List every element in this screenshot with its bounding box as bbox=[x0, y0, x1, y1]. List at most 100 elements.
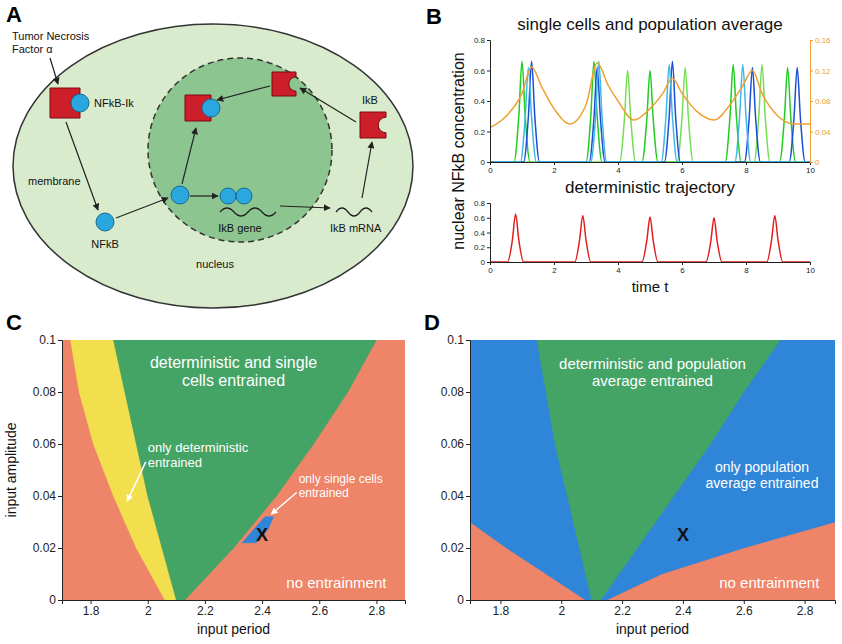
y-axis: 0 0.2 0.4 0.6 0.8 bbox=[474, 199, 491, 267]
axis-line bbox=[491, 163, 811, 166]
tick: 2.8 bbox=[797, 600, 814, 618]
tick: 0.02 bbox=[33, 541, 62, 555]
axis-line bbox=[63, 601, 406, 605]
tick: 0.4 bbox=[474, 229, 490, 238]
tick: 0 bbox=[810, 158, 820, 167]
region-label: no entrainment bbox=[719, 573, 820, 590]
text-line: entrained bbox=[148, 454, 202, 469]
plot-area bbox=[490, 214, 810, 262]
tick: 0.04 bbox=[441, 489, 470, 503]
text-line: only deterministic bbox=[148, 439, 249, 454]
tick-mark bbox=[487, 262, 490, 263]
tick-label: 8 bbox=[744, 166, 749, 175]
plot-area bbox=[62, 340, 405, 600]
tick: 0 bbox=[457, 593, 470, 607]
text-line: deterministic and single bbox=[150, 354, 317, 371]
label: NFkB bbox=[91, 238, 119, 250]
x-axis-title: input period bbox=[616, 621, 689, 637]
panel-a: NFkB-IkTumor NecrosisFactor αNFkBmembran… bbox=[12, 24, 413, 308]
tick-mark bbox=[554, 162, 555, 165]
label-arrow bbox=[127, 462, 146, 501]
tick-mark bbox=[58, 548, 62, 549]
tick-mark bbox=[466, 600, 470, 601]
tick-mark bbox=[58, 496, 62, 497]
nfkb-protein bbox=[202, 99, 220, 117]
region bbox=[62, 340, 405, 600]
tick: 4 bbox=[616, 262, 621, 275]
tick-label: 1.8 bbox=[493, 604, 510, 618]
gene bbox=[220, 208, 276, 216]
tick: 0.1 bbox=[447, 333, 470, 347]
label: IkB mRNA bbox=[330, 222, 382, 234]
panel-chart-3: 1.822.22.42.62.800.020.040.060.080.1inpu… bbox=[441, 333, 836, 637]
tick-label: 2.6 bbox=[736, 604, 753, 618]
tick-label: 0.06 bbox=[441, 437, 465, 451]
tick: 1.8 bbox=[493, 600, 510, 618]
nfkb-protein bbox=[220, 188, 236, 204]
tick-label: 0.4 bbox=[474, 229, 486, 238]
y-axis: 00.020.040.060.080.1 bbox=[33, 333, 63, 607]
tick: 0.4 bbox=[474, 97, 490, 106]
axis-line bbox=[491, 263, 811, 266]
region-label: deterministic and populationaverage entr… bbox=[559, 354, 746, 388]
tick-label: 0.2 bbox=[474, 128, 486, 137]
tick-label: 0.6 bbox=[474, 214, 486, 223]
tick-label: 0.6 bbox=[474, 67, 486, 76]
tick: 8 bbox=[744, 262, 749, 275]
tick-label: 0.08 bbox=[33, 385, 57, 399]
point-marker: X bbox=[256, 525, 268, 545]
cell bbox=[13, 24, 413, 308]
tick-label: 2.8 bbox=[797, 604, 814, 618]
tick: 0.2 bbox=[474, 128, 490, 137]
tick: 2.2 bbox=[614, 600, 631, 618]
series-line bbox=[490, 61, 810, 162]
plot-area bbox=[490, 61, 810, 162]
text-line: deterministic and population bbox=[559, 354, 746, 371]
tick-label: 0.12 bbox=[815, 67, 831, 76]
text-line: average entrained bbox=[592, 371, 713, 388]
tick-mark bbox=[618, 162, 619, 165]
tick-label: 2.2 bbox=[614, 604, 631, 618]
arrow bbox=[300, 88, 356, 122]
tick-mark bbox=[487, 218, 490, 219]
arrow bbox=[50, 58, 58, 84]
tick-mark bbox=[487, 40, 490, 41]
tick-mark bbox=[810, 71, 813, 72]
tick-mark bbox=[682, 262, 683, 265]
region-label: no entrainment bbox=[286, 573, 387, 590]
x-axis: 0246810 bbox=[488, 162, 815, 175]
arrow bbox=[116, 198, 168, 218]
tick-label: 0 bbox=[481, 258, 486, 267]
text-line: Tumor Necrosis bbox=[12, 30, 90, 42]
label: IkB gene bbox=[218, 222, 261, 234]
tick-label: 0.04 bbox=[815, 128, 831, 137]
panel-letter: C bbox=[6, 310, 22, 335]
nfkb-protein bbox=[71, 94, 89, 112]
label: IkB bbox=[362, 94, 378, 106]
tick-label: 2.8 bbox=[369, 604, 386, 618]
tick: 0 bbox=[488, 162, 493, 175]
text-line: Factor α bbox=[12, 43, 53, 55]
axis-line bbox=[471, 601, 836, 605]
y-axis-title: nuclear NFkB concentration bbox=[450, 52, 467, 249]
tick: 0.08 bbox=[810, 97, 831, 106]
text-line: no entrainment bbox=[719, 573, 820, 590]
tick-label: 0.2 bbox=[474, 243, 486, 252]
y-axis-title: input amplitude bbox=[3, 422, 19, 517]
tick-label: 0.8 bbox=[474, 199, 486, 208]
tick-label: 0 bbox=[488, 166, 493, 175]
tick: 2.2 bbox=[197, 600, 214, 618]
tick: 2 bbox=[558, 600, 565, 618]
axis-line bbox=[487, 204, 491, 263]
tick-mark bbox=[58, 392, 62, 393]
panel-letter: D bbox=[424, 310, 440, 335]
x-axis: 1.822.22.42.62.8 bbox=[471, 600, 836, 618]
tick-label: 4 bbox=[616, 266, 621, 275]
arrow bbox=[66, 122, 98, 210]
text-line: entrained bbox=[299, 486, 349, 500]
tick-mark bbox=[487, 233, 490, 234]
tick-mark bbox=[810, 101, 813, 102]
series-line bbox=[490, 63, 810, 128]
tick-label: 2 bbox=[558, 604, 565, 618]
panel-chart-1: 024681000.20.40.60.8deterministic trajec… bbox=[474, 178, 816, 295]
